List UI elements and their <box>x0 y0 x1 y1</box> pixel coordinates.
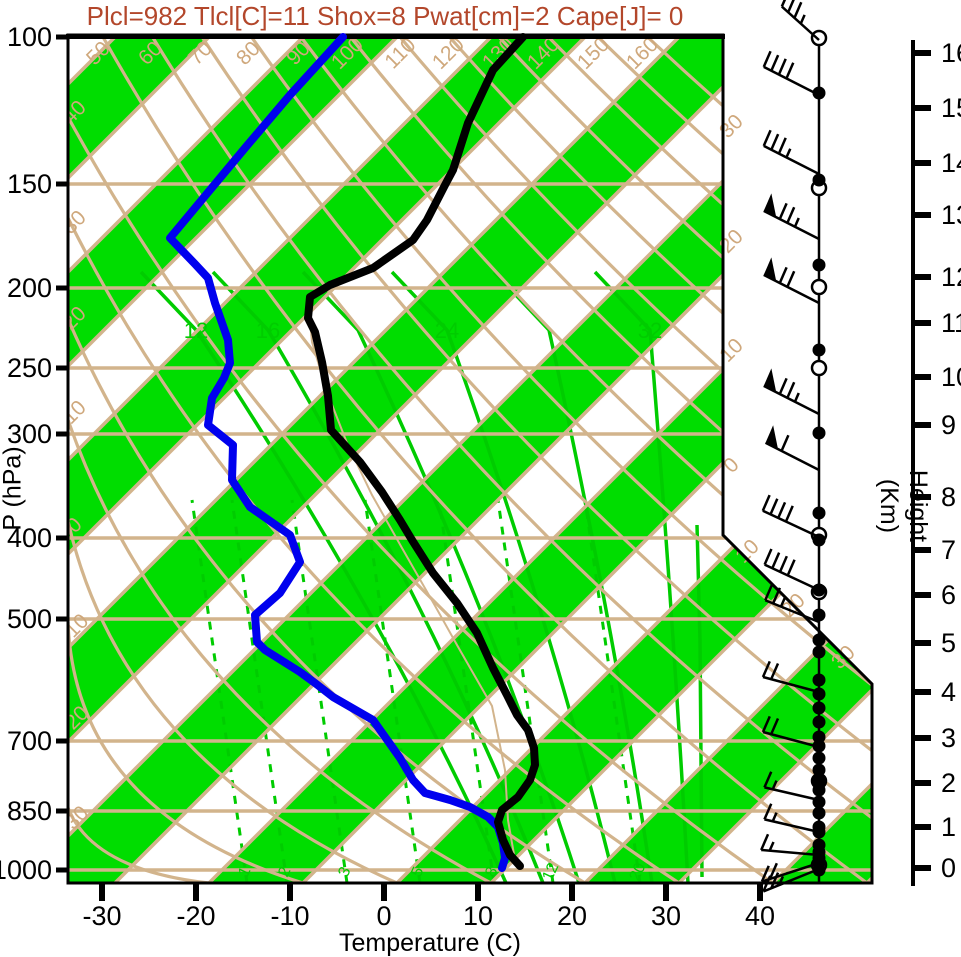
svg-text:2: 2 <box>941 768 956 798</box>
svg-text:300: 300 <box>7 419 52 449</box>
svg-text:11: 11 <box>941 308 961 338</box>
svg-text:0: 0 <box>941 853 956 883</box>
svg-text:-30: -30 <box>82 901 121 931</box>
svg-text:500: 500 <box>7 604 52 634</box>
svg-text:700: 700 <box>7 726 52 756</box>
svg-text:7: 7 <box>941 535 956 565</box>
svg-text:24: 24 <box>435 318 459 343</box>
svg-text:6: 6 <box>941 580 956 610</box>
svg-text:10: 10 <box>463 901 493 931</box>
svg-text:14: 14 <box>941 148 961 178</box>
svg-text:15: 15 <box>941 93 961 123</box>
svg-text:5: 5 <box>941 628 956 658</box>
x-axis-title: Temperature (C) <box>339 929 521 957</box>
svg-text:80: 80 <box>232 37 265 70</box>
svg-text:13: 13 <box>941 200 961 230</box>
svg-text:12: 12 <box>184 318 208 343</box>
svg-text:16: 16 <box>256 318 280 343</box>
svg-text:-20: -20 <box>176 901 215 931</box>
chart-title: Plcl=982 Tlcl[C]=11 Shox=8 Pwat[cm]=2 Ca… <box>86 1 684 31</box>
svg-text:4: 4 <box>941 677 956 707</box>
svg-text:400: 400 <box>7 523 52 553</box>
svg-text:100: 100 <box>7 22 52 52</box>
pressure-axis-title: P (hPa) <box>0 446 27 531</box>
svg-text:16: 16 <box>941 38 961 68</box>
svg-text:40: 40 <box>745 901 775 931</box>
svg-text:10: 10 <box>58 396 91 429</box>
svg-text:1: 1 <box>941 812 956 842</box>
svg-text:32: 32 <box>638 318 662 343</box>
svg-text:10: 10 <box>715 334 748 367</box>
svg-text:-10: -10 <box>270 901 309 931</box>
height-axis-title: Height (Km) <box>875 469 932 543</box>
svg-text:8: 8 <box>941 482 956 512</box>
svg-text:20: 20 <box>557 901 587 931</box>
svg-text:30: 30 <box>651 901 681 931</box>
svg-text:30: 30 <box>58 206 91 239</box>
svg-text:1000: 1000 <box>0 855 52 885</box>
svg-text:12: 12 <box>539 860 562 883</box>
svg-text:9: 9 <box>941 410 956 440</box>
svg-text:3: 3 <box>941 723 956 753</box>
svg-text:250: 250 <box>7 353 52 383</box>
svg-text:850: 850 <box>7 796 52 826</box>
svg-text:0: 0 <box>376 901 391 931</box>
svg-text:150: 150 <box>7 169 52 199</box>
svg-text:30: 30 <box>715 110 748 143</box>
svg-text:10: 10 <box>941 362 961 392</box>
svg-text:200: 200 <box>7 273 52 303</box>
svg-text:20: 20 <box>626 860 649 883</box>
svg-text:12: 12 <box>941 262 961 292</box>
